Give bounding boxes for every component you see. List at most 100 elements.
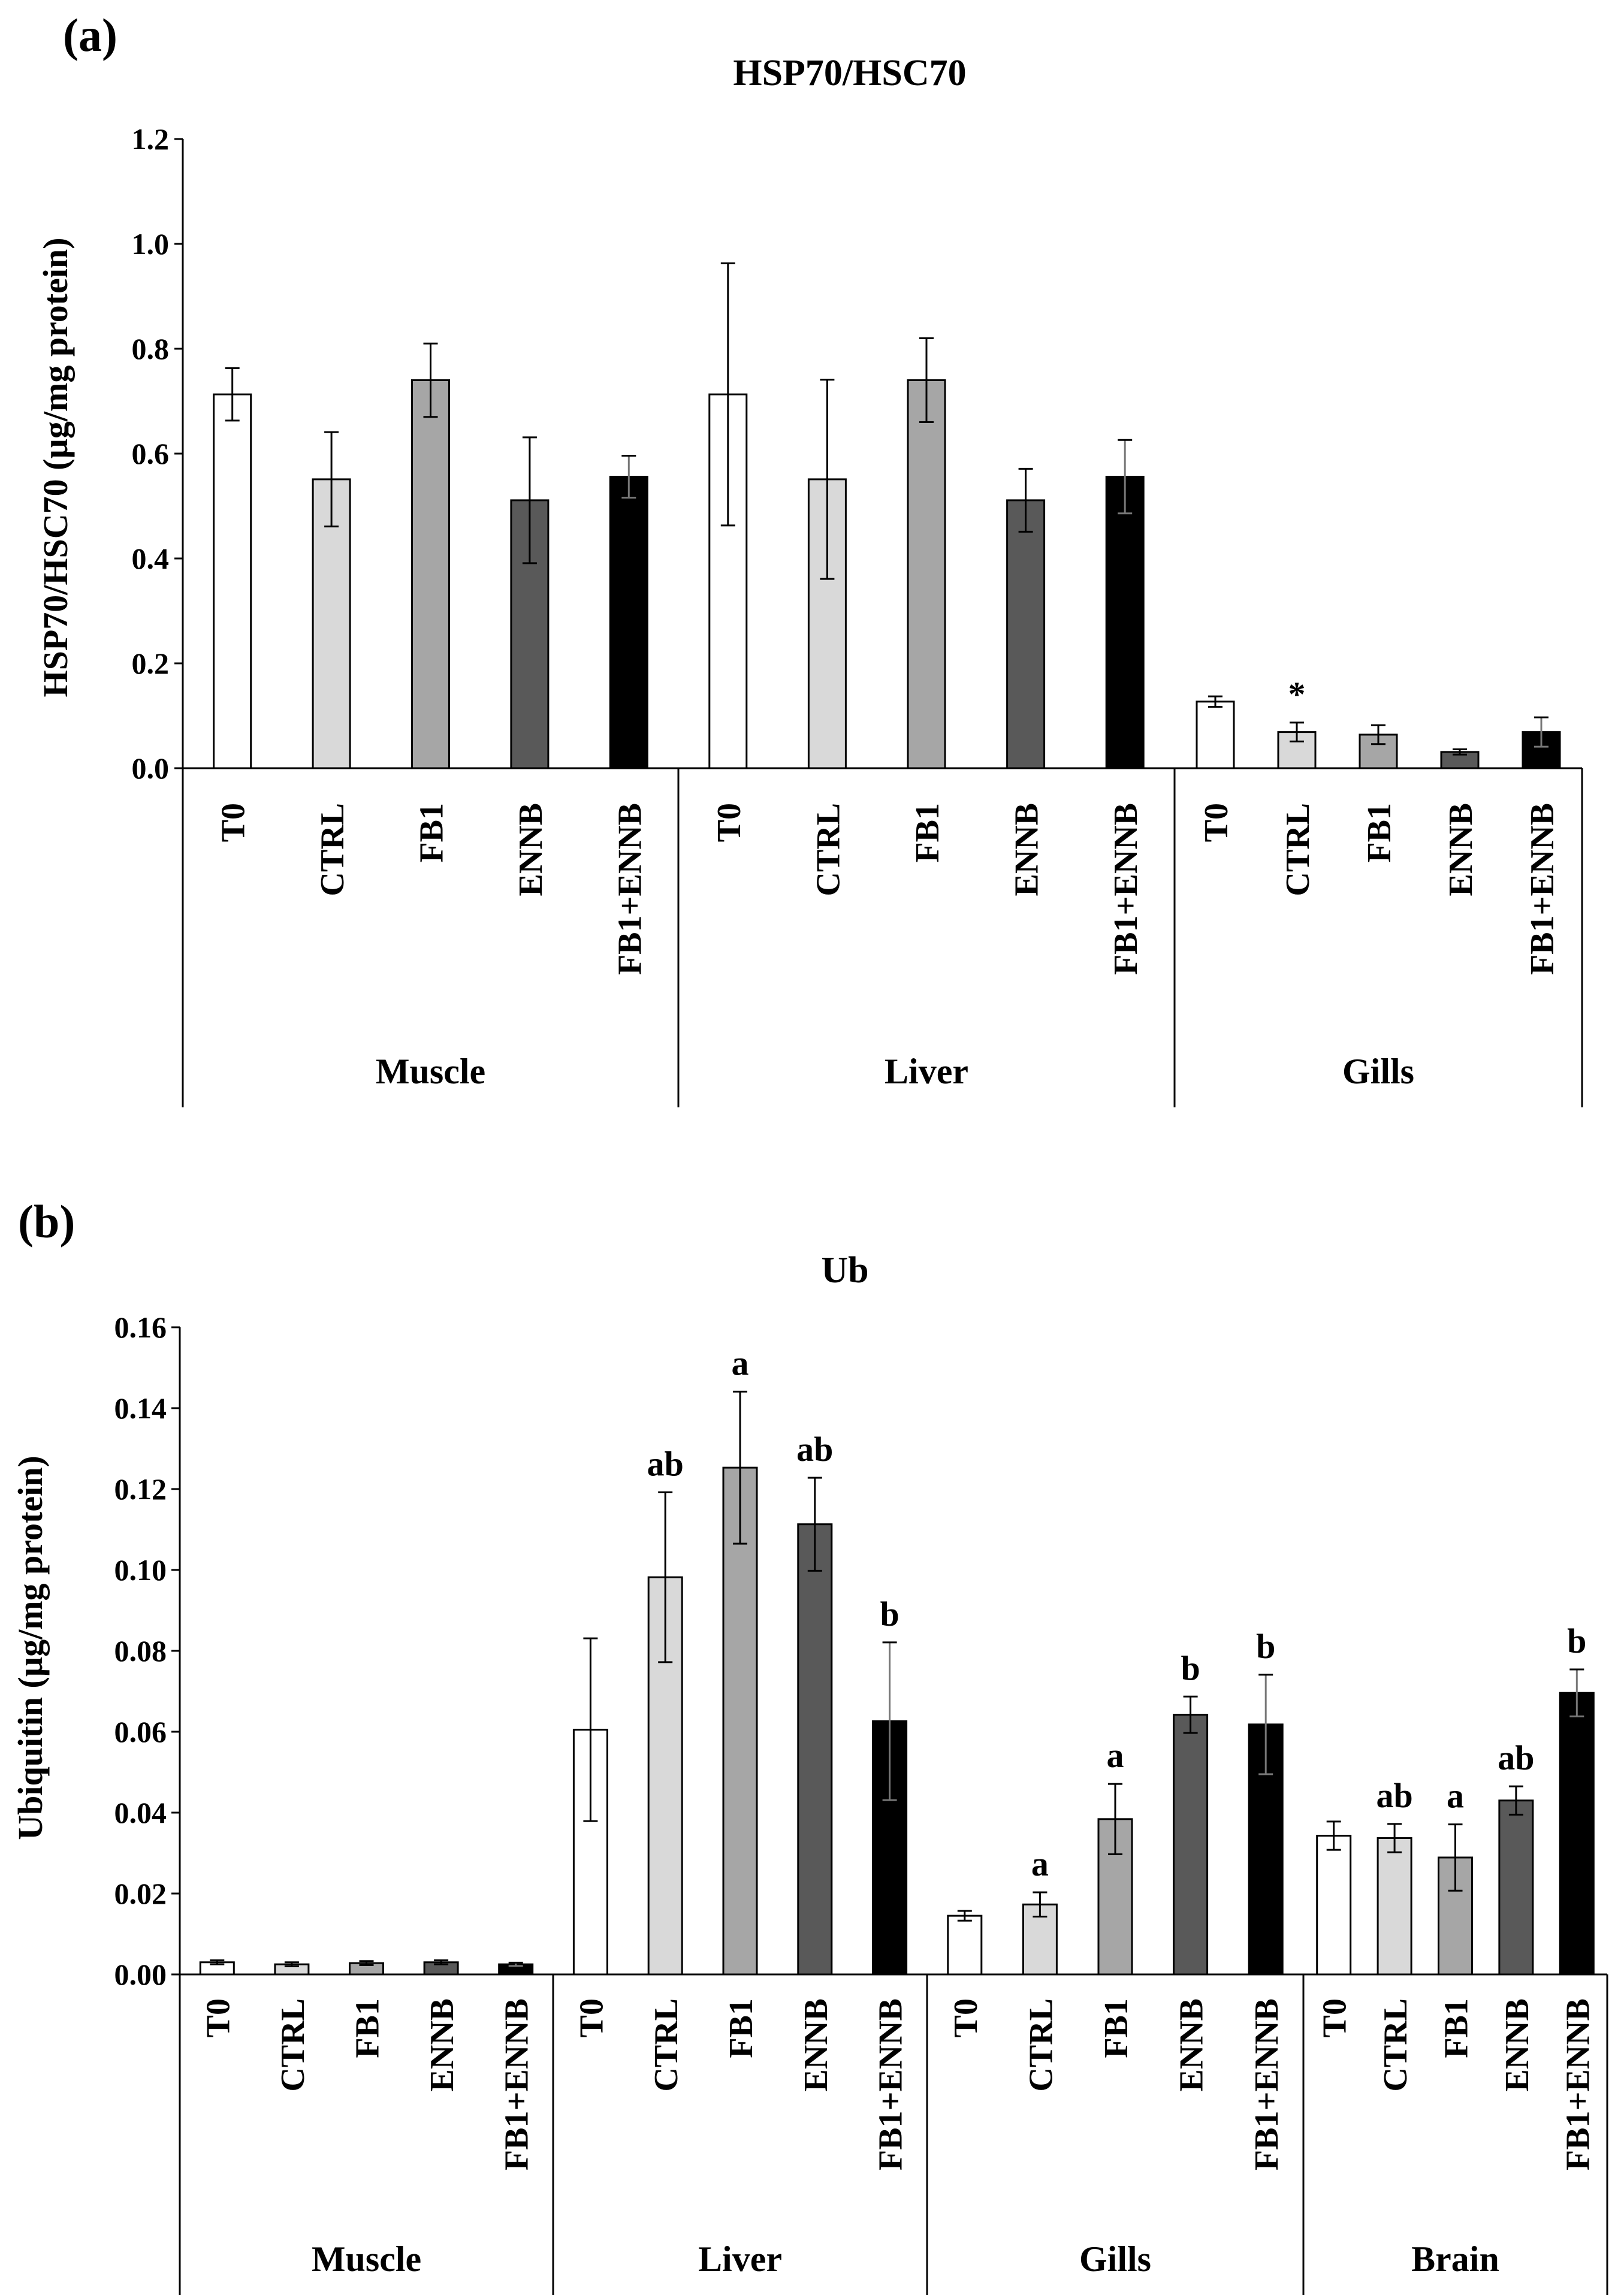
group-labels-b: Muscle Liver Gills Brain	[312, 2239, 1499, 2279]
significance-label: ab	[1376, 1776, 1412, 1815]
category-label: FB1	[723, 1998, 760, 2058]
error-bar	[1326, 1820, 1341, 1851]
category-label: T0	[573, 1998, 610, 2037]
group-labels-a: Muscle Liver Gills	[376, 1052, 1414, 1091]
error-bar	[1258, 1674, 1273, 1775]
panel-label-b: (b)	[18, 1195, 75, 1248]
significance-label: *	[1288, 675, 1306, 714]
axes-b	[179, 1327, 1608, 2295]
category-label: T0	[215, 803, 252, 842]
group-label-brain: Brain	[1411, 2239, 1499, 2279]
category-label: CTRL	[314, 803, 351, 896]
significance-label: ab	[647, 1444, 684, 1483]
significance-label: b	[1256, 1627, 1275, 1666]
bars-a: *	[213, 262, 1561, 769]
group-label-gills: Gills	[1342, 1052, 1414, 1091]
panel-label-a: (a)	[63, 9, 117, 61]
error-bar	[1033, 1891, 1048, 1917]
y-tick-label: 0.06	[114, 1715, 167, 1749]
category-label: FB1	[909, 803, 946, 863]
y-tick-label: 0.12	[114, 1472, 167, 1506]
error-bar	[733, 1390, 747, 1545]
category-label: T0	[711, 803, 748, 842]
significance-label: a	[1107, 1736, 1124, 1775]
category-label: FB1+ENNB	[499, 1998, 536, 2170]
y-ticks-b: 0.00 0.02 0.04 0.06 0.08 0.10 0.12 0.14 0.16	[114, 1310, 180, 1991]
category-label: ENNB	[512, 803, 550, 896]
axes-a	[182, 139, 1583, 1107]
y-tick-label: 0.10	[114, 1553, 167, 1587]
category-label: T0	[1317, 1998, 1354, 2037]
error-bar	[807, 1476, 822, 1572]
y-tick-label: 0.04	[114, 1796, 167, 1829]
error-bar	[1183, 1695, 1198, 1734]
error-bar	[210, 1959, 225, 1965]
category-label: ENNB	[798, 1998, 835, 2092]
error-bar	[434, 1959, 449, 1965]
category-label: CTRL	[810, 803, 847, 896]
y-tick-label: 0.6	[132, 437, 170, 470]
bar-brain-ctrl	[1377, 1837, 1412, 1976]
y-tick-label: 0.0	[132, 751, 170, 785]
significance-label: a	[1447, 1777, 1464, 1816]
error-bar	[423, 342, 438, 418]
bar-muscle-fb1	[411, 379, 450, 769]
significance-label: b	[1181, 1648, 1200, 1687]
category-label: FB1+ENNB	[1248, 1998, 1285, 2170]
y-tick-label: 0.2	[132, 647, 170, 680]
bar-liver-fb1	[907, 379, 946, 769]
error-bar	[284, 1961, 299, 1967]
category-label: FB1+ENNB	[1559, 1998, 1596, 2170]
category-label: FB1	[1098, 1998, 1135, 2058]
category-label: ENNB	[1499, 1998, 1536, 2092]
bar-gills-t0	[1196, 700, 1235, 769]
category-label: CTRL	[274, 1998, 312, 2092]
error-bar	[225, 367, 240, 422]
category-labels-b: T0 CTRL FB1 ENNB FB1+ENNB T0 CTRL FB1 ENNB FB1+EN…	[200, 1998, 1596, 2170]
error-bar	[583, 1637, 598, 1822]
y-tick-label: 0.8	[132, 332, 170, 366]
error-bar	[957, 1910, 972, 1922]
significance-label: a	[732, 1343, 749, 1382]
category-label: CTRL	[1022, 1998, 1059, 2092]
chart-title-a: HSP70/HSC70	[733, 53, 966, 93]
error-bar	[1448, 1823, 1463, 1892]
group-label-gills: Gills	[1079, 2239, 1151, 2279]
bar-brain-t0	[1316, 1834, 1352, 1976]
y-tick-label: 1.0	[132, 227, 170, 261]
chart-title-b: Ub	[821, 1250, 868, 1291]
error-bar	[1108, 1783, 1122, 1856]
category-label: CTRL	[648, 1998, 685, 2092]
error-bar	[919, 337, 934, 423]
error-bar	[1371, 724, 1385, 745]
category-label: T0	[1198, 803, 1235, 842]
chart-a: (a) HSP70/HSC70 HSP70/HSC70 (µg/mg prote…	[36, 9, 1583, 1107]
error-bar	[882, 1641, 897, 1801]
group-label-liver: Liver	[885, 1052, 968, 1091]
category-label: ENNB	[1442, 803, 1480, 896]
category-labels-a: T0 CTRL FB1 ENNB FB1+ENNB T0 CTRL FB1 ENNB FB1+EN…	[215, 803, 1561, 975]
y-tick-label: 0.00	[114, 1958, 167, 1991]
significance-label: ab	[796, 1430, 833, 1469]
y-axis-label-b: Ubiquitin (µg/mg protein)	[11, 1455, 50, 1840]
group-label-muscle: Muscle	[376, 1052, 485, 1091]
error-bar	[359, 1960, 374, 1966]
bar-liver-ennb	[1006, 499, 1046, 769]
error-bar	[1387, 1823, 1402, 1853]
y-ticks-a: 0.0 0.2 0.4 0.6 0.8 1.0 1.2	[132, 122, 183, 785]
category-label: FB1	[1438, 1998, 1475, 2058]
error-bar	[522, 436, 537, 564]
error-bar	[1018, 467, 1033, 533]
group-label-liver: Liver	[698, 2239, 782, 2279]
category-label: T0	[947, 1998, 985, 2037]
y-tick-label: 0.4	[132, 542, 170, 575]
y-tick-label: 0.08	[114, 1634, 167, 1668]
significance-label: a	[1031, 1844, 1049, 1883]
category-label: ENNB	[1009, 803, 1046, 896]
chart-b: (b) Ub Ubiquitin (µg/mg protein) 0.00 0.0…	[11, 1195, 1608, 2295]
category-label: FB1	[413, 803, 451, 863]
bar-gills-t0	[947, 1914, 983, 1976]
bar-brain-fb1-ennb	[1559, 1692, 1595, 1976]
bar-gills-ennb	[1173, 1714, 1209, 1976]
